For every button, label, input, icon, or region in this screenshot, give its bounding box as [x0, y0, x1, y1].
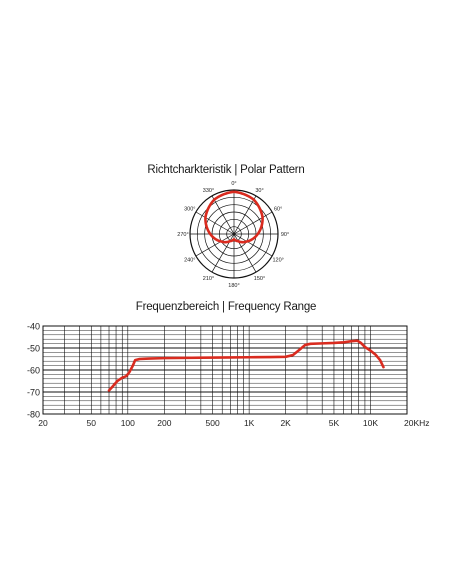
polar-spoke: [233, 195, 257, 235]
frequency-grid: [42, 325, 408, 415]
x-tick-label: 100: [121, 418, 135, 428]
y-tick-label: -50: [27, 344, 40, 354]
plot-frame: [42, 325, 408, 415]
polar-angle-label: 300°: [184, 207, 195, 213]
y-tick-label: -70: [27, 388, 40, 398]
x-tick-label: 2K: [280, 418, 291, 428]
polar-spoke: [211, 195, 235, 235]
x-tick-label: 5K: [329, 418, 340, 428]
frequency-response-curve: [107, 339, 385, 392]
y-tick-label: -80: [27, 410, 40, 420]
polar-grid: [189, 189, 279, 279]
polar-angle-label: 180°: [228, 283, 239, 289]
x-tick-label: 20KHz: [404, 418, 430, 428]
polar-spoke: [195, 211, 235, 235]
polar-response-curve: [204, 190, 264, 244]
polar-angle-label: 240°: [184, 258, 195, 264]
x-tick-label: 50: [87, 418, 97, 428]
x-tick-label: 10K: [363, 418, 378, 428]
polar-angle-label: 90°: [281, 232, 289, 238]
polar-spoke: [195, 233, 235, 257]
polar-angle-label: 330°: [203, 188, 214, 194]
x-tick-label: 1K: [244, 418, 255, 428]
polar-chart-title: Richtcharkteristik | Polar Pattern: [147, 164, 305, 176]
y-tick-label: -40: [27, 322, 40, 332]
polar-spoke: [233, 211, 273, 235]
polar-angle-label: 210°: [203, 276, 214, 282]
y-tick-label: -60: [27, 366, 40, 376]
x-tick-label: 200: [157, 418, 171, 428]
x-tick-label: 500: [206, 418, 220, 428]
polar-angle-label: 0°: [231, 181, 236, 187]
polar-spoke: [233, 233, 273, 257]
polar-angle-label: 120°: [272, 258, 283, 264]
polar-angle-label: 150°: [254, 276, 265, 282]
polar-angle-label: 30°: [255, 188, 263, 194]
polar-angle-label: 270°: [177, 232, 188, 238]
x-tick-label: 20: [38, 418, 48, 428]
frequency-chart-title: Frequenzbereich | Frequency Range: [135, 301, 317, 313]
polar-angle-label: 60°: [274, 207, 282, 213]
